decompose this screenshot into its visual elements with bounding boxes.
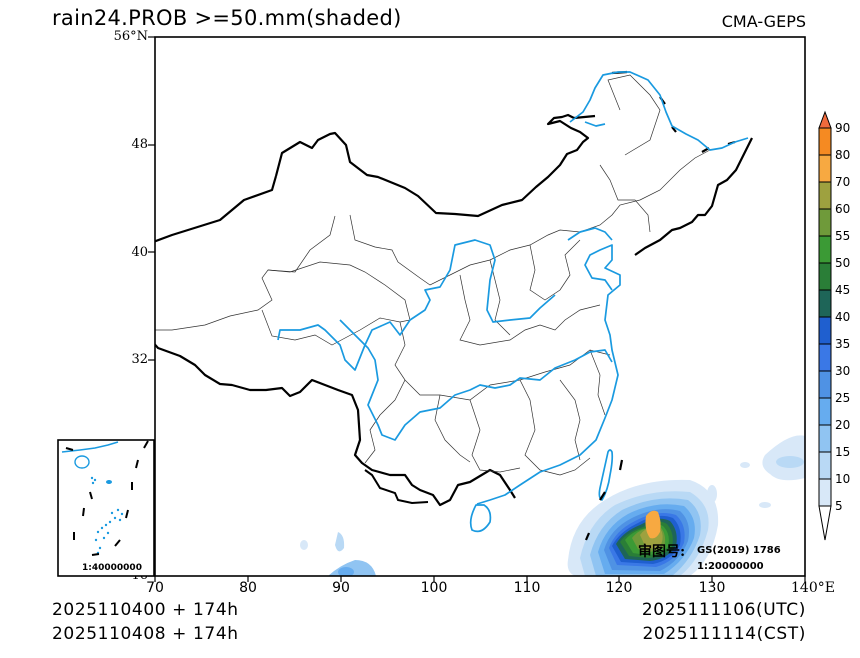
inset-scale: 1:40000000 — [82, 563, 142, 573]
south-china-sea-inset — [57, 439, 155, 577]
colorbar-label: 90 — [835, 121, 851, 135]
colorbar-label: 30 — [835, 364, 851, 378]
lon-label-80: 80 — [239, 580, 257, 596]
colorbar — [818, 110, 832, 541]
colorbar-label: 25 — [835, 391, 851, 405]
rivers-coastline — [277, 71, 749, 533]
colorbar-label: 5 — [835, 499, 843, 513]
colorbar-label: 55 — [835, 229, 851, 243]
model-name: CMA-GEPS — [721, 12, 806, 31]
valid-time-utc: 2025111106(UTC) — [641, 600, 806, 620]
colorbar-label: 15 — [835, 445, 851, 459]
province-borders — [155, 74, 711, 476]
colorbar-label: 20 — [835, 418, 851, 432]
map-scale: 1:20000000 — [697, 561, 764, 572]
init-time-utc: 2025110400 + 174h — [52, 600, 239, 620]
lon-label-140: 140°E — [791, 580, 835, 596]
precipitation-shading — [300, 435, 805, 576]
lon-label-70: 70 — [146, 580, 164, 596]
lon-label-130: 130 — [698, 580, 726, 596]
lon-label-90: 90 — [332, 580, 350, 596]
colorbar-label: 70 — [835, 175, 851, 189]
country-border — [155, 70, 753, 507]
lon-label-110: 110 — [513, 580, 541, 596]
lat-label-40: 40 — [131, 245, 148, 260]
valid-time-cst: 2025111114(CST) — [642, 624, 806, 644]
review-number-value: GS(2019) 1786 — [697, 545, 781, 556]
review-number-label: 审图号: — [638, 544, 686, 560]
map-title: rain24.PROB >=50.mm(shaded) — [52, 6, 402, 30]
colorbar-label: 35 — [835, 337, 851, 351]
lat-label-32: 32 — [131, 352, 148, 367]
colorbar-label: 60 — [835, 202, 851, 216]
colorbar-label: 10 — [835, 472, 851, 486]
colorbar-label: 40 — [835, 310, 851, 324]
colorbar-label: 80 — [835, 148, 851, 162]
dashed-boundary — [584, 459, 624, 541]
lat-label-48: 48 — [131, 137, 148, 152]
lon-label-100: 100 — [420, 580, 448, 596]
lat-label-56: 56°N — [113, 29, 148, 44]
colorbar-label: 50 — [835, 256, 851, 270]
colorbar-label: 45 — [835, 283, 851, 297]
lon-label-120: 120 — [605, 580, 633, 596]
plot-frame — [154, 36, 806, 577]
init-time-cst: 2025110408 + 174h — [52, 624, 239, 644]
